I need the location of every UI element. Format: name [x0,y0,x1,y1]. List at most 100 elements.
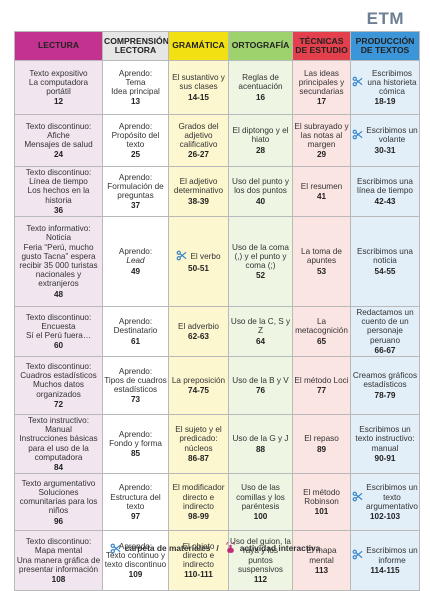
cell-text: El adjetivo determinativo [173,177,224,196]
page-number: 113 [314,565,329,575]
page-number: 29 [316,150,327,160]
cell-text: Uso del punto y los dos puntos [232,177,289,196]
page-number: 98-99 [188,511,209,521]
cell-text: Uso de la C, S y Z [230,317,291,336]
table-row: Texto expositivo La computadora portátil… [14,60,420,115]
cell-ortografia: Uso de las comillas y los paréntesis 100 [228,473,293,532]
page-number: 72 [53,399,64,409]
cell-comprension: Aprendo: Tipos de cuadros estadísticos 73 [102,356,169,416]
page-number: 102-103 [369,511,401,521]
page-number: 89 [316,444,327,454]
cell-ortografia: Reglas de acentuación 16 [228,60,293,115]
page-number: 28 [255,145,266,155]
cell-text: Grados del adjetivo calificativo [178,121,219,149]
table-row: Texto argumentativo Soluciones comunitar… [14,473,420,532]
cell-text: La metacognición [295,317,348,336]
cell-ortografia: Uso del punto y los dos puntos 40 [228,165,293,218]
header-tecnicas: TÉCNICAS DE ESTUDIO [292,31,351,61]
page-number: 101 [314,507,329,517]
page-number: 100 [253,511,268,521]
page-number: 90-91 [374,453,396,463]
page-number: 110-111 [184,570,213,580]
legend-materials-label: carpeta de materiales [124,543,211,553]
cell-text: Texto discontinuo: Afiche Mensajes de sa… [24,121,93,149]
cell-text: El resumen [300,181,343,191]
cell-tecnicas: Las ideas principales y secundarias 17 [292,60,351,115]
table-row: Texto instructivo: Manual Instrucciones … [14,414,420,475]
cell-text: Uso de la coma (,) y el punto y coma (;) [232,242,289,271]
cell-text: El modificador directo e indirecto [172,483,225,511]
page-number: 84 [53,463,64,473]
cell-produccion: Redactamos un cuento de un personaje per… [350,306,420,358]
legend: carpeta de materiales / actividad intera… [0,541,430,555]
page-number: 97 [130,511,141,521]
cell-tecnicas: El resumen 41 [292,165,351,218]
cell-gramatica: El sustantivo y sus clases 14-15 [168,60,229,115]
cell-text: La preposición [171,375,226,385]
cell-text: Uso de las comillas y los paréntesis [236,483,285,511]
page-number: 50-51 [188,264,209,274]
page-number: 13 [130,97,141,107]
cell-comprension: Aprendo: Lead 49 [102,216,169,308]
scissors-icon [110,543,121,554]
cell-text: Reglas de acentuación [238,73,283,92]
page-number: 78-79 [374,390,396,400]
cell-text: Texto discontinuo: Línea de tiempo Los h… [25,168,92,205]
page-number: 60 [53,341,64,351]
page-number: 65 [316,336,327,346]
cell-comprension: Aprendo: Destinatario 61 [102,306,169,358]
table-row: Texto discontinuo: Mapa mental Una maner… [14,530,420,591]
etm-logo: ETM [367,10,404,28]
cell-text: El subrayado y las notas al margen [294,121,349,149]
cell-text: El diptongo y el hiato [232,126,289,145]
cell-produccion: Escribimos un volante 30-31 [350,114,420,167]
tap-hand-icon [225,541,236,555]
cell-text: Aprendo: Formulación de preguntas [107,172,164,200]
cell-gramatica: El adjetivo determinativo 38-39 [168,165,229,218]
page-number: 36 [53,205,64,215]
page-number: 66-67 [374,345,396,355]
page-number: 88 [255,444,266,454]
cell-text: Texto informativo: Noticia Feria “Perú, … [19,224,98,289]
cell-text: El método Loci [294,375,349,385]
page-number: 112 [253,575,268,585]
cell-produccion: Escribimos una línea de tiempo 42-43 [350,165,420,218]
cell-gramatica: El verbo 50-51 [168,216,229,308]
page-number: 17 [316,97,327,107]
page-number: 24 [53,150,64,160]
cell-produccion: Escribimos un texto argumentativo 102-103 [350,473,420,532]
page-number: 74-75 [188,386,209,396]
cell-text: El mapa mental [306,546,337,565]
header-produccion: PRODUCCIÓN DE TEXTOS [350,31,420,61]
page-number: 41 [316,192,327,201]
page-number: 49 [130,266,141,276]
cell-text: El método Robinson [303,487,340,507]
cell-comprension: Aprendo: Texto continuo y texto disconti… [102,530,169,591]
cell-text: Aprendo: Destinatario [113,317,158,336]
cell-ortografia: El diptongo y el hiato 28 [228,114,293,167]
scissors-icon [352,76,363,89]
table-row: Texto informativo: Noticia Feria “Perú, … [14,216,420,308]
page-number: 12 [53,97,64,107]
page-number: 85 [130,449,141,459]
cell-tecnicas: El método Robinson 101 [292,473,351,532]
cell-text-italic: Lead [126,256,145,266]
header-row: LECTURA COMPRENSIÓN LECTORA GRAMÁTICA OR… [14,31,420,61]
page-number: 25 [130,150,141,160]
header-lectura: LECTURA [14,31,103,61]
table-row: Texto discontinuo: Encuesta Sí el Perú f… [14,306,420,358]
header-gramatica: GRAMÁTICA [168,31,229,61]
cell-text: El sustantivo y sus clases [172,73,225,92]
cell-text: El sujeto y el predicado: núcleos [175,425,222,453]
page-number: 26-27 [188,150,209,160]
page-number: 30-31 [374,145,396,155]
legend-separator: / [216,543,219,553]
cell-lectura: Texto discontinuo: Cuadros estadísticos … [14,356,103,416]
cell-produccion: Escribimos un texto instructivo: manual 9… [350,414,420,475]
page-number: 40 [255,196,266,206]
cell-comprension: Aprendo: Propósito del texto 25 [102,114,169,167]
cell-text: Aprendo: [118,247,153,257]
page-number: 114-115 [370,565,400,575]
cell-tecnicas: El método Loci 77 [292,356,351,416]
page-number: 37 [130,201,141,211]
